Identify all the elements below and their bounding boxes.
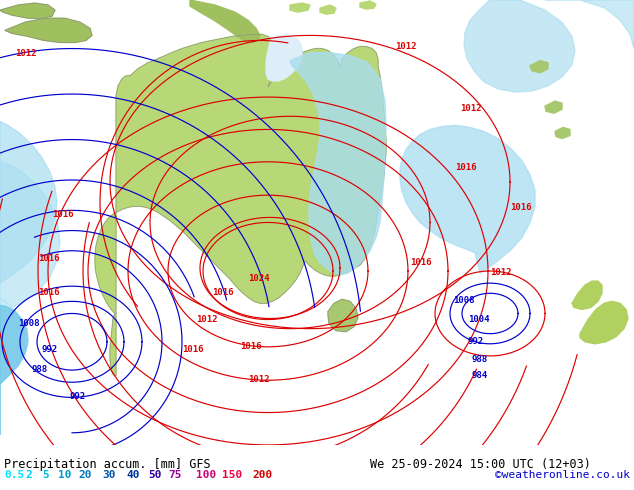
Polygon shape bbox=[290, 3, 310, 12]
Text: 200: 200 bbox=[252, 470, 272, 480]
Text: 2: 2 bbox=[25, 470, 32, 480]
Polygon shape bbox=[0, 122, 57, 283]
Text: 1012: 1012 bbox=[460, 104, 481, 113]
Polygon shape bbox=[190, 0, 260, 43]
Text: 30: 30 bbox=[102, 470, 115, 480]
Text: 5: 5 bbox=[42, 470, 49, 480]
Text: 1012: 1012 bbox=[395, 42, 417, 50]
Text: Precipitation accum. [mm] GFS: Precipitation accum. [mm] GFS bbox=[4, 458, 210, 471]
Text: 50: 50 bbox=[148, 470, 162, 480]
Polygon shape bbox=[0, 3, 55, 18]
Text: 1012: 1012 bbox=[196, 315, 217, 323]
Text: 992: 992 bbox=[70, 392, 86, 401]
Polygon shape bbox=[464, 0, 575, 92]
Text: 0.5: 0.5 bbox=[4, 470, 24, 480]
Polygon shape bbox=[530, 61, 548, 73]
Text: 1008: 1008 bbox=[453, 296, 474, 305]
Polygon shape bbox=[95, 34, 386, 376]
Text: 1012: 1012 bbox=[248, 375, 269, 384]
Polygon shape bbox=[0, 305, 28, 435]
Text: 75: 75 bbox=[168, 470, 181, 480]
Text: 20: 20 bbox=[78, 470, 91, 480]
Text: 992: 992 bbox=[42, 345, 58, 354]
Text: 1012: 1012 bbox=[15, 49, 37, 58]
Polygon shape bbox=[545, 101, 562, 113]
Text: 100: 100 bbox=[196, 470, 216, 480]
Text: 1004: 1004 bbox=[468, 315, 489, 323]
Polygon shape bbox=[0, 162, 60, 384]
Polygon shape bbox=[360, 1, 376, 9]
Polygon shape bbox=[266, 35, 302, 81]
Text: 1016: 1016 bbox=[455, 163, 477, 172]
Polygon shape bbox=[328, 299, 358, 332]
Text: 1008: 1008 bbox=[18, 318, 39, 328]
Text: 1016: 1016 bbox=[212, 288, 233, 297]
Text: 988: 988 bbox=[472, 355, 488, 364]
Polygon shape bbox=[320, 5, 336, 14]
Polygon shape bbox=[400, 125, 535, 273]
Text: We 25-09-2024 15:00 UTC (12+03): We 25-09-2024 15:00 UTC (12+03) bbox=[370, 458, 591, 471]
Text: 1016: 1016 bbox=[510, 203, 531, 212]
Text: ©weatheronline.co.uk: ©weatheronline.co.uk bbox=[495, 470, 630, 480]
Polygon shape bbox=[5, 18, 92, 43]
Text: 40: 40 bbox=[126, 470, 139, 480]
Polygon shape bbox=[572, 281, 602, 309]
Text: 1016: 1016 bbox=[38, 288, 60, 297]
Text: 1016: 1016 bbox=[182, 345, 204, 354]
Text: 988: 988 bbox=[32, 365, 48, 374]
Text: 1016: 1016 bbox=[410, 258, 432, 267]
Text: 1016: 1016 bbox=[38, 254, 60, 263]
Text: 10: 10 bbox=[58, 470, 72, 480]
Polygon shape bbox=[290, 52, 386, 275]
Text: 1016: 1016 bbox=[52, 210, 74, 220]
Polygon shape bbox=[545, 0, 634, 49]
Text: 992: 992 bbox=[468, 337, 484, 346]
Text: 1016: 1016 bbox=[240, 342, 261, 351]
Text: 1012: 1012 bbox=[490, 268, 512, 277]
Polygon shape bbox=[555, 127, 570, 139]
Text: 150: 150 bbox=[222, 470, 242, 480]
Text: 984: 984 bbox=[472, 371, 488, 380]
Text: 1024: 1024 bbox=[248, 274, 269, 283]
Polygon shape bbox=[580, 301, 628, 344]
